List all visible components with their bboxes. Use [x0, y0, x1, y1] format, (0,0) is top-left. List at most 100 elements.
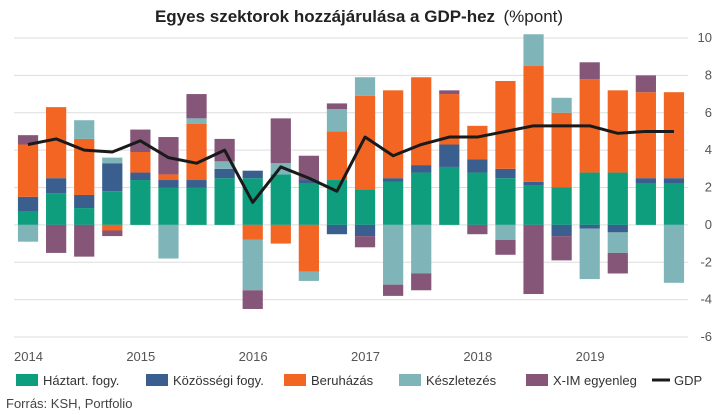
- bar-segment: [551, 97, 572, 113]
- bar-segment: [102, 224, 123, 231]
- bar-segment: [242, 170, 263, 179]
- bar-segment: [102, 157, 123, 164]
- y-tick-label: 4: [705, 142, 712, 157]
- bar-segment: [214, 178, 235, 225]
- bar-segment: [607, 252, 628, 274]
- bar-segment: [411, 77, 432, 166]
- bar-segment: [74, 138, 95, 195]
- bar-segment: [467, 159, 488, 173]
- bar-segment: [663, 224, 685, 283]
- bar-segment: [17, 224, 39, 242]
- legend-label: X-IM egyenleg: [553, 373, 637, 388]
- bar-segment: [607, 90, 628, 173]
- bar-segment: [270, 224, 291, 244]
- bar-segment: [242, 239, 263, 291]
- bar-segment: [523, 34, 544, 67]
- bar-segment: [579, 224, 600, 229]
- bars: [17, 34, 685, 309]
- gdp-line: [27, 124, 674, 204]
- bar-segment: [495, 224, 516, 240]
- x-tick-label: 2018: [463, 349, 492, 364]
- bar-segment: [663, 92, 685, 179]
- bar-segment: [551, 236, 572, 261]
- bar-segment: [102, 191, 123, 225]
- bar-segment: [607, 224, 628, 233]
- bar-segment: [158, 137, 179, 175]
- bar-segment: [411, 224, 432, 274]
- legend-label: Beruházás: [311, 373, 374, 388]
- legend-item: Háztart. fogy.: [16, 373, 119, 388]
- y-tick-label: 6: [705, 105, 712, 120]
- bar-segment: [74, 208, 95, 225]
- x-tick-label: 2016: [239, 349, 268, 364]
- bar-segment: [186, 187, 207, 225]
- bar-segment: [635, 178, 656, 184]
- source-note: Forrás: KSH, Portfolio: [6, 396, 132, 411]
- bar-segment: [495, 80, 516, 169]
- bar-segment: [214, 168, 235, 179]
- bar-segment: [635, 183, 656, 225]
- bar-segment: [411, 165, 432, 173]
- bar-segment: [17, 211, 39, 225]
- bar-segment: [214, 161, 235, 169]
- bar-segment: [579, 172, 600, 225]
- bar-segment: [663, 178, 685, 184]
- bar-segment: [383, 181, 404, 225]
- bar-segment: [74, 120, 95, 139]
- bar-segment: [130, 180, 151, 225]
- bar-segment: [467, 125, 488, 160]
- legend-swatch: [526, 374, 548, 386]
- bar-segment: [354, 77, 376, 96]
- bar-segment: [439, 144, 460, 167]
- bar-segment: [46, 178, 67, 194]
- bar-segment: [523, 181, 544, 186]
- bar-segment: [186, 94, 207, 119]
- legend-item: X-IM egyenleg: [526, 373, 637, 388]
- legend-swatch: [284, 374, 306, 386]
- bar-segment: [607, 232, 628, 253]
- gridlines: [14, 37, 688, 338]
- bar-segment: [551, 187, 572, 225]
- bar-segment: [130, 172, 151, 181]
- bar-segment: [270, 174, 291, 225]
- bar-segment: [354, 236, 376, 248]
- y-tick-label: 8: [705, 67, 712, 82]
- bar-segment: [495, 168, 516, 179]
- bar-segment: [439, 94, 460, 145]
- bar-segment: [495, 178, 516, 225]
- legend-item: Beruházás: [284, 373, 374, 388]
- legend-label: Készletezés: [426, 373, 497, 388]
- bar-segment: [495, 239, 516, 255]
- legend-label: Háztart. fogy.: [43, 373, 119, 388]
- bar-segment: [46, 107, 67, 179]
- y-tick-label: -4: [700, 292, 712, 307]
- bar-segment: [467, 172, 488, 225]
- legend-swatch: [146, 374, 168, 386]
- x-tick-label: 2019: [576, 349, 605, 364]
- bar-segment: [158, 224, 179, 259]
- bar-segment: [186, 180, 207, 188]
- legend-item: Készletezés: [399, 373, 497, 388]
- chart-title: Egyes szektorok hozzájárulása a GDP-hez …: [155, 7, 563, 26]
- legend-label: GDP: [674, 373, 702, 388]
- bar-segment: [579, 62, 600, 80]
- bar-segment: [663, 183, 685, 225]
- bar-segment: [298, 180, 319, 184]
- bar-segment: [102, 230, 123, 237]
- bar-segment: [270, 118, 291, 164]
- y-tick-label: -6: [700, 329, 712, 344]
- bar-segment: [186, 123, 207, 181]
- bar-segment: [411, 172, 432, 225]
- legend-swatch: [399, 374, 421, 386]
- x-tick-label: 2015: [126, 349, 155, 364]
- bar-segment: [46, 224, 67, 253]
- y-tick-label: 2: [705, 180, 712, 195]
- bar-segment: [467, 224, 488, 235]
- bar-segment: [158, 180, 179, 188]
- legend-item: Közösségi fogy.: [146, 373, 264, 388]
- bar-segment: [326, 109, 348, 132]
- bar-segment: [46, 193, 67, 225]
- bar-segment: [354, 95, 376, 190]
- bar-segment: [383, 178, 404, 182]
